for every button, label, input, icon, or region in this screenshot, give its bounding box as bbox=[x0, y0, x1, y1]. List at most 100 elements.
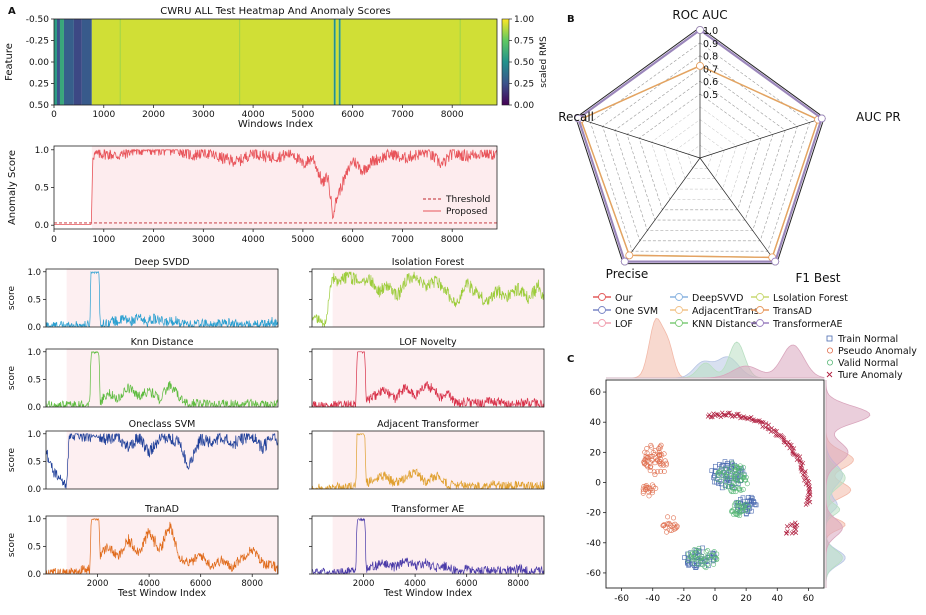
tsne-point-0 bbox=[752, 502, 758, 507]
panel-highlight bbox=[332, 431, 544, 489]
anomaly-xtick-label: 0 bbox=[51, 235, 57, 245]
tsne-point-1 bbox=[653, 455, 659, 461]
tsne-point-1 bbox=[653, 485, 659, 491]
tsne-xtick-label: 20 bbox=[740, 594, 752, 604]
panel-ytick-label: 0.5 bbox=[27, 295, 41, 305]
tsne-point-1 bbox=[664, 521, 670, 527]
anomaly-xtick-label: 5000 bbox=[291, 235, 314, 245]
panel-letter-a: A bbox=[8, 6, 16, 17]
panel-frame bbox=[311, 515, 545, 575]
colorbar-tick-label: 0.00 bbox=[514, 101, 534, 111]
panel-highlight bbox=[66, 516, 278, 574]
tsne-point-3 bbox=[789, 521, 795, 527]
tsne-point-2 bbox=[723, 466, 729, 472]
anomaly-ytick-label: 1.0 bbox=[35, 146, 50, 156]
legend-swatch-marker bbox=[756, 319, 764, 327]
tsne-point-1 bbox=[646, 489, 652, 495]
tsne-point-1 bbox=[647, 468, 653, 474]
colorbar-tick-label: 0.75 bbox=[514, 37, 534, 47]
tsne-point-1 bbox=[657, 461, 663, 467]
panel-ytick-label: 1.0 bbox=[27, 348, 41, 358]
heatmap-ytick-label: -0.50 bbox=[26, 15, 50, 25]
radar-inner-grid bbox=[687, 144, 713, 169]
panel-frame bbox=[45, 430, 279, 490]
tsne-point-3 bbox=[793, 520, 798, 525]
radar-rtick-label: 0.9 bbox=[703, 39, 718, 50]
tsne-ytick-label: -60 bbox=[586, 569, 601, 579]
heatmap-xtick-label: 2000 bbox=[142, 110, 165, 120]
tsne-point-2 bbox=[743, 474, 749, 480]
tsne-ytick-label: 60 bbox=[590, 388, 602, 398]
tsne-point-3 bbox=[710, 414, 715, 420]
heatmap-segment bbox=[338, 19, 341, 105]
anomaly-ytick-label: 0.0 bbox=[35, 221, 50, 231]
tsne-point-2 bbox=[718, 466, 724, 472]
tsne-point-1 bbox=[645, 454, 651, 460]
tsne-point-1 bbox=[666, 520, 672, 526]
tsne-point-1 bbox=[661, 451, 667, 457]
tsne-ytick-label: 20 bbox=[590, 448, 602, 458]
tsne-point-1 bbox=[658, 462, 664, 468]
legend-label: DeepSVVD bbox=[692, 293, 743, 304]
panel-ytick-label: 1.0 bbox=[27, 430, 41, 440]
tsne-point-1 bbox=[654, 469, 660, 475]
heatmap-xtick-label: 5000 bbox=[291, 110, 314, 120]
panel-xtick-label: 2000 bbox=[353, 579, 375, 589]
panel-xtick-label: 8000 bbox=[241, 579, 263, 589]
tsne-point-2 bbox=[740, 503, 746, 509]
tsne-point-1 bbox=[652, 448, 658, 454]
tsne-ytick-label: -20 bbox=[586, 509, 601, 519]
tsne-point-3 bbox=[798, 464, 804, 470]
tsne-point-2 bbox=[733, 489, 739, 495]
tsne-xtick-label: 40 bbox=[772, 594, 784, 604]
tsne-point-3 bbox=[763, 421, 769, 426]
tsne-legend-label: Valid Normal bbox=[838, 358, 898, 369]
tsne-point-3 bbox=[781, 437, 787, 443]
colorbar-tick-label: 0.50 bbox=[514, 58, 534, 68]
heatmap-segment bbox=[59, 19, 64, 105]
panel-highlight bbox=[66, 269, 278, 327]
tsne-legend-marker bbox=[826, 335, 833, 342]
colorbar-tick-label: 1.00 bbox=[514, 15, 534, 25]
radar-rtick-label: 0.8 bbox=[703, 52, 718, 63]
tsne-point-2 bbox=[734, 509, 740, 515]
radar-axis-label: Precise bbox=[606, 267, 649, 281]
tsne-point-3 bbox=[781, 436, 786, 441]
anomaly-xtick-label: 7000 bbox=[391, 235, 414, 245]
legend-proposed-label: Proposed bbox=[446, 207, 487, 217]
panel-ytick-label: 0.5 bbox=[27, 542, 41, 552]
tsne-point-0 bbox=[711, 557, 717, 563]
panel-xtick-label: 6000 bbox=[190, 579, 212, 589]
tsne-point-2 bbox=[738, 487, 744, 493]
tsne-point-1 bbox=[643, 462, 649, 468]
panel-ytick-label: 0.0 bbox=[27, 323, 41, 333]
tsne-point-2 bbox=[729, 460, 735, 466]
tsne-point-2 bbox=[703, 565, 709, 571]
panel-letter-c: C bbox=[567, 354, 574, 365]
panel-ytick-label: 0.5 bbox=[27, 375, 41, 385]
tsne-point-2 bbox=[698, 561, 704, 567]
tsne-point-3 bbox=[791, 529, 796, 535]
legend-label: Lsolation Forest bbox=[773, 293, 848, 304]
tsne-point-1 bbox=[649, 453, 655, 459]
legend-label: KNN Distance bbox=[692, 319, 757, 330]
tsne-point-2 bbox=[707, 556, 713, 562]
heatmap-segment bbox=[73, 19, 82, 105]
tsne-point-3 bbox=[802, 478, 807, 483]
tsne-point-1 bbox=[646, 493, 652, 499]
score-line bbox=[312, 517, 545, 576]
panel-highlight bbox=[332, 349, 544, 407]
heatmap-segment bbox=[56, 19, 60, 105]
tsne-point-1 bbox=[656, 452, 662, 458]
tsne-point-3 bbox=[706, 412, 712, 417]
radar-marker bbox=[696, 61, 704, 70]
radar-spoke bbox=[699, 157, 776, 262]
tsne-point-2 bbox=[728, 475, 734, 481]
tsne-point-2 bbox=[718, 478, 724, 484]
heatmap-panel: CWRU ALL Test Heatmap And Anomaly Scores… bbox=[4, 6, 549, 130]
legend-swatch-marker bbox=[756, 306, 764, 314]
tsne-point-1 bbox=[658, 442, 664, 448]
panel-title: Transformer AE bbox=[391, 504, 465, 515]
tsne-point-2 bbox=[739, 472, 745, 478]
